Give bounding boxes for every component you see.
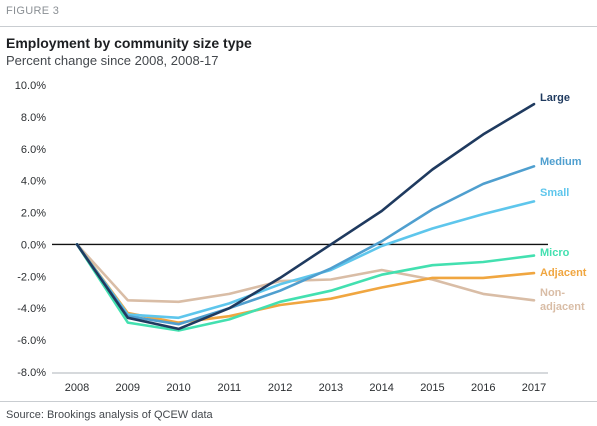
series-label-micro: Micro [540, 247, 570, 259]
y-tick-label: 6.0% [21, 144, 46, 156]
x-tick-label: 2009 [116, 382, 140, 394]
x-tick-label: 2017 [522, 382, 546, 394]
source-note: Source: Brookings analysis of QCEW data [6, 409, 213, 421]
series-label-small: Small [540, 187, 569, 199]
series-line-medium [75, 165, 536, 326]
y-tick-label: -2.0% [17, 271, 46, 283]
y-tick-label: 4.0% [21, 176, 46, 188]
x-tick-label: 2011 [218, 382, 242, 394]
y-tick-label: 8.0% [21, 112, 46, 124]
x-tick-label: 2008 [65, 382, 89, 394]
y-tick-label: 2.0% [21, 208, 46, 220]
series-line-micro [75, 243, 536, 332]
y-tick-label: -6.0% [17, 335, 46, 347]
bottom-divider [0, 401, 597, 402]
series-label-nonadjacent: Non-adjacent [540, 287, 585, 313]
x-tick-label: 2016 [471, 382, 495, 394]
series-line-nonadjacent [75, 243, 536, 304]
series-label-large: Large [540, 92, 570, 104]
top-divider [0, 26, 597, 27]
series-line-large [75, 102, 536, 331]
chart-title: Employment by community size type [6, 35, 252, 51]
y-tick-label: 10.0% [15, 80, 46, 92]
figure-label: FIGURE 3 [6, 5, 60, 17]
x-tick-label: 2012 [268, 382, 292, 394]
series-line-small [75, 200, 536, 320]
x-tick-label: 2013 [319, 382, 343, 394]
series-label-medium: Medium [540, 156, 582, 168]
series-label-adjacent: Adjacent [540, 267, 587, 279]
x-tick-label: 2015 [420, 382, 444, 394]
chart-subtitle: Percent change since 2008, 2008-17 [6, 53, 219, 68]
y-tick-label: 0.0% [21, 239, 46, 251]
series-line-adjacent [75, 243, 536, 324]
x-tick-label: 2014 [369, 382, 393, 394]
y-tick-label: -8.0% [17, 367, 46, 379]
y-tick-label: -4.0% [17, 303, 46, 315]
x-tick-label: 2010 [166, 382, 190, 394]
